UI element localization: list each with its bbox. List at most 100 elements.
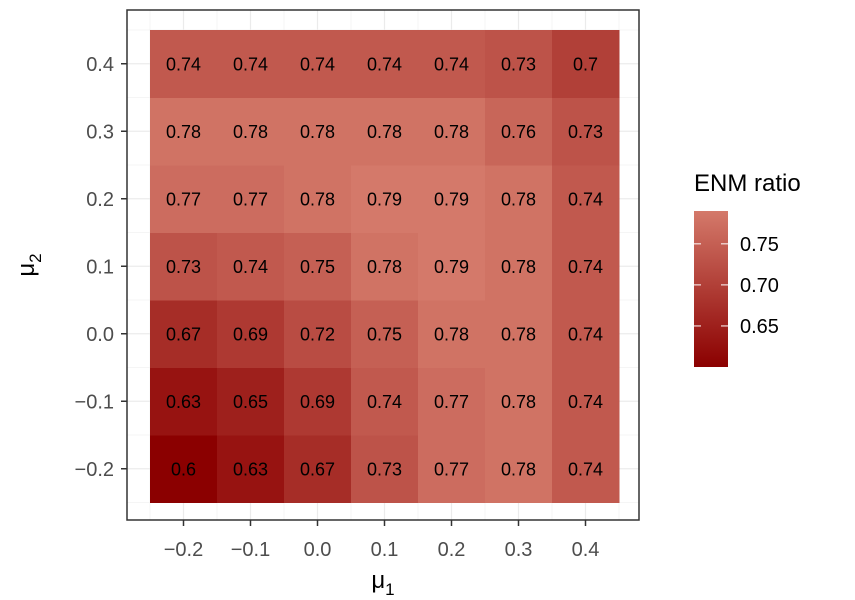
x-tick-label: 0.1 — [371, 539, 399, 561]
x-tick-label: 0.0 — [304, 539, 332, 561]
heatmap-cell — [351, 97, 419, 166]
cell-value-label: 0.79 — [367, 189, 402, 209]
heatmap-cell — [485, 367, 553, 436]
x-tick-label: −0.2 — [164, 539, 203, 561]
heatmap-cell — [485, 435, 553, 503]
heatmap-cell — [217, 367, 285, 436]
cell-value-label: 0.74 — [568, 392, 603, 412]
heatmap-cell — [552, 30, 620, 98]
cell-value-label: 0.6 — [171, 459, 196, 479]
heatmap-cell — [418, 435, 486, 503]
heatmap-cell — [150, 367, 218, 436]
x-tick-label: 0.3 — [505, 539, 533, 561]
heatmap-cell — [485, 232, 553, 301]
cell-value-label: 0.79 — [434, 189, 469, 209]
legend-colorbar — [694, 211, 728, 367]
cell-value-label: 0.69 — [300, 392, 335, 412]
heatmap-cell — [284, 300, 352, 368]
heatmap-cell — [217, 300, 285, 368]
cell-value-label: 0.67 — [166, 324, 201, 344]
heatmap-cell — [552, 232, 620, 301]
legend-breaks: 0.75 0.70 0.65 — [694, 234, 779, 338]
y-tick-label: 0.2 — [86, 189, 114, 211]
cell-value-label: 0.78 — [434, 324, 469, 344]
cell-value-labels: 0.6 0.63 0.67 0.73 0.77 0.78 0.74 0.63 0.65 0.69 0… — [166, 54, 603, 479]
cell-value-label: 0.78 — [300, 122, 335, 142]
y-tick-label: −0.2 — [75, 459, 114, 481]
heatmap-cell — [418, 165, 486, 233]
y-axis-title: μ2 — [13, 253, 45, 276]
heatmap-cell — [150, 232, 218, 301]
heatmap-cell — [150, 300, 218, 368]
heatmap-cell — [418, 300, 486, 368]
x-tick-label: 0.4 — [572, 539, 600, 561]
color-legend: ENM ratio 0.75 0.70 0.65 — [694, 170, 801, 367]
cell-value-label: 0.78 — [501, 257, 536, 277]
x-axis-title-subscript: 1 — [385, 580, 394, 599]
heatmap-cell — [217, 165, 285, 233]
y-tick-label: −0.1 — [75, 391, 114, 413]
cell-value-label: 0.76 — [501, 122, 536, 142]
cell-value-label: 0.77 — [166, 189, 201, 209]
cell-value-label: 0.78 — [300, 189, 335, 209]
heatmap-cell — [418, 367, 486, 436]
heatmap-cell — [418, 97, 486, 166]
cell-value-label: 0.78 — [367, 122, 402, 142]
legend-break-label: 0.70 — [740, 275, 779, 297]
cell-value-label: 0.74 — [568, 189, 603, 209]
heatmap-cell — [552, 435, 620, 503]
cell-value-label: 0.77 — [434, 459, 469, 479]
cell-value-label: 0.74 — [233, 54, 268, 74]
heatmap-cell — [418, 30, 486, 98]
legend-title: ENM ratio — [694, 170, 801, 197]
heatmap-cell — [217, 435, 285, 503]
legend-break-label: 0.75 — [740, 234, 779, 256]
cell-value-label: 0.78 — [233, 122, 268, 142]
cell-value-label: 0.74 — [367, 54, 402, 74]
heatmap-cell — [150, 30, 218, 98]
y-tick-label: 0.0 — [86, 324, 114, 346]
heatmap-cell — [552, 97, 620, 166]
heatmap-cell — [552, 300, 620, 368]
heatmap-cell — [150, 97, 218, 166]
heatmap-cell — [284, 165, 352, 233]
legend-break-label: 0.65 — [740, 316, 779, 338]
cell-value-label: 0.78 — [501, 189, 536, 209]
heatmap-cell — [284, 367, 352, 436]
cell-value-label: 0.69 — [233, 324, 268, 344]
heatmap-cell — [485, 97, 553, 166]
heatmap-cell — [552, 367, 620, 436]
heatmap-cell — [150, 435, 218, 503]
heatmap-cell — [351, 300, 419, 368]
cell-value-label: 0.72 — [300, 324, 335, 344]
heatmap-cell — [217, 97, 285, 166]
cell-value-label: 0.74 — [568, 257, 603, 277]
x-tick-label: −0.1 — [231, 539, 270, 561]
heatmap-cell — [351, 165, 419, 233]
cell-value-label: 0.74 — [568, 324, 603, 344]
cell-value-label: 0.77 — [434, 392, 469, 412]
cell-value-label: 0.78 — [367, 257, 402, 277]
x-tick-label: 0.2 — [438, 539, 466, 561]
cell-value-label: 0.78 — [501, 392, 536, 412]
heatmap-cell — [351, 367, 419, 436]
heatmap-cell — [485, 165, 553, 233]
y-tick-label: 0.3 — [86, 121, 114, 143]
cell-value-label: 0.73 — [166, 257, 201, 277]
heatmap-cell — [284, 97, 352, 166]
cell-value-label: 0.79 — [434, 257, 469, 277]
cell-value-label: 0.75 — [367, 324, 402, 344]
cell-value-label: 0.63 — [166, 392, 201, 412]
panel-border — [126, 9, 640, 521]
cell-value-label: 0.73 — [568, 122, 603, 142]
y-tick-label: 0.4 — [86, 54, 114, 76]
y-axis: −0.2 −0.1 0.0 0.1 0.2 0.3 0.4 — [75, 54, 127, 481]
y-axis-title-subscript: 2 — [26, 253, 45, 262]
cell-value-label: 0.78 — [501, 459, 536, 479]
cell-value-label: 0.78 — [434, 122, 469, 142]
y-axis-title-symbol: μ — [13, 263, 40, 277]
y-tick-label: 0.1 — [86, 256, 114, 278]
heatmap-cell — [485, 300, 553, 368]
heatmap-cells — [150, 30, 620, 503]
